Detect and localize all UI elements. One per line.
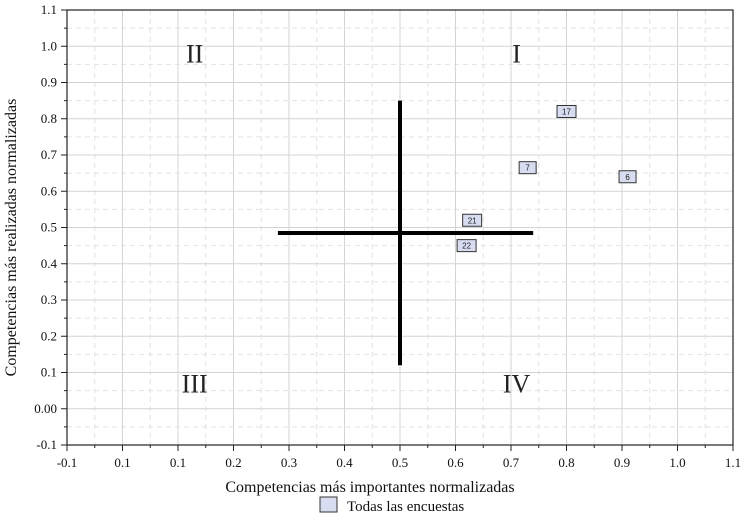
quadrant-label: I	[512, 40, 521, 69]
data-point-label: 6	[625, 173, 630, 182]
x-tick-label: 1.1	[725, 455, 741, 470]
data-point-marker	[618, 170, 637, 184]
quadrant-label: IV	[503, 369, 531, 398]
data-point-marker	[456, 239, 477, 253]
y-axis-title: Competencias más realizadas normalizadas	[3, 99, 20, 377]
x-tick-label: 0.9	[614, 455, 630, 470]
y-tick-label: 0.8	[41, 111, 57, 126]
y-tick-label: 0.4	[41, 256, 58, 271]
x-tick-label: -0.1	[57, 455, 78, 470]
quadrant-label: II	[186, 40, 203, 69]
y-tick-label: 0.7	[41, 147, 58, 162]
y-tick-label: 0.3	[41, 292, 57, 307]
x-tick-label: 0.7	[503, 455, 520, 470]
y-tick-label: 1.1	[41, 2, 57, 17]
x-tick-label: 0.4	[336, 455, 353, 470]
data-point-marker	[518, 161, 537, 175]
y-tick-label: -0.1	[36, 437, 57, 452]
data-point-marker	[556, 105, 577, 118]
quadrant-label: III	[182, 369, 208, 398]
x-tick-label: 1.0	[669, 455, 685, 470]
y-tick-label: 1.0	[41, 38, 57, 53]
y-tick-label: 0.00	[34, 401, 57, 416]
y-tick-label: 0.1	[41, 365, 57, 380]
legend: Todas las encuestas	[319, 496, 464, 515]
x-tick-label: 0.6	[447, 455, 464, 470]
data-point-label: 22	[462, 242, 471, 251]
data-point-label: 21	[468, 216, 477, 225]
axis-ticks: -0.1 0.1 0.1 0.2 0.3 0.4 0.5 0.6 0.7 0.8 0.9 1.0 1.1…	[34, 2, 741, 470]
y-tick-label: 0.5	[41, 220, 57, 235]
x-tick-label: 0.5	[392, 455, 408, 470]
data-point-label: 7	[525, 164, 530, 173]
legend-swatch	[319, 496, 338, 513]
y-tick-label: 0.6	[41, 183, 58, 198]
x-tick-label: 0.3	[281, 455, 297, 470]
data-point-marker	[462, 213, 483, 227]
data-points: 17 7 6 21 22	[456, 105, 637, 253]
x-axis-title: Competencias más importantes normalizada…	[225, 479, 514, 496]
data-point-label: 17	[562, 108, 571, 117]
x-tick-label: 0.1	[170, 455, 186, 470]
y-tick-label: 0.2	[41, 328, 57, 343]
crosshair	[277, 100, 534, 366]
legend-label: Todas las encuestas	[347, 499, 464, 515]
x-tick-label: 0.8	[558, 455, 574, 470]
y-tick-label: 0.9	[41, 75, 57, 90]
x-tick-label: 0.2	[225, 455, 241, 470]
x-tick-label: 0.1	[114, 455, 130, 470]
